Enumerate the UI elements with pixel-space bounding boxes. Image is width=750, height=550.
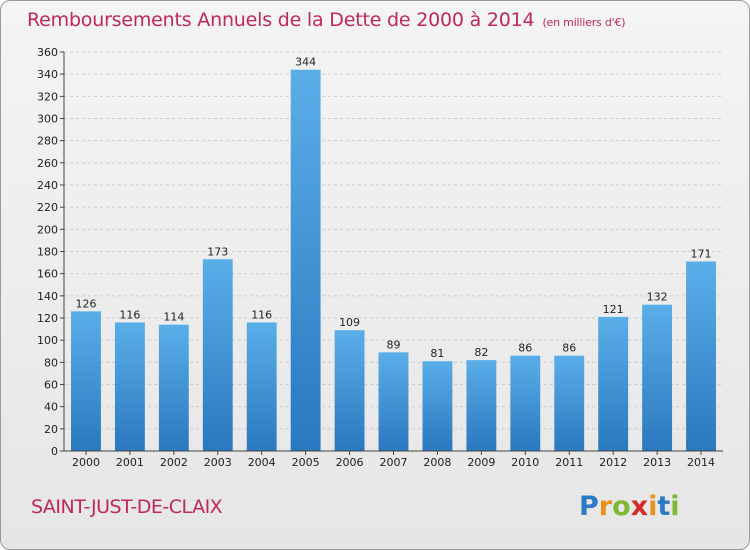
y-tick-label: 40 <box>44 401 58 414</box>
x-tick-label: 2000 <box>72 456 100 469</box>
x-tick-label: 2010 <box>511 456 539 469</box>
x-tick-label: 2012 <box>599 456 627 469</box>
bar-value-label: 82 <box>474 346 488 359</box>
bar <box>71 311 101 451</box>
logo-letter: r <box>598 491 613 522</box>
bar-value-label: 171 <box>691 247 712 260</box>
y-tick-label: 60 <box>44 379 58 392</box>
y-tick-label: 140 <box>37 290 58 303</box>
y-tick-label: 300 <box>37 113 58 126</box>
bar-value-label: 109 <box>339 316 360 329</box>
y-tick-label: 120 <box>37 312 58 325</box>
bar <box>334 330 365 451</box>
logo-letter: i <box>648 491 658 522</box>
bar-value-label: 126 <box>75 297 96 310</box>
bar <box>510 355 541 451</box>
bar-value-label: 114 <box>163 311 184 324</box>
bar-value-label: 173 <box>207 245 228 258</box>
x-tick-label: 2005 <box>292 456 320 469</box>
bar-value-label: 86 <box>518 342 532 355</box>
bar <box>246 322 277 451</box>
x-tick-label: 2007 <box>380 456 408 469</box>
bar <box>378 352 409 451</box>
bar-value-label: 116 <box>251 308 272 321</box>
bar-value-label: 121 <box>603 303 624 316</box>
bar-value-label: 116 <box>119 308 140 321</box>
y-tick-label: 100 <box>37 334 58 347</box>
y-tick-label: 20 <box>44 423 58 436</box>
commune-name: SAINT-JUST-DE-CLAIX <box>31 496 223 518</box>
x-tick-label: 2013 <box>643 456 671 469</box>
bar <box>466 360 497 451</box>
x-tick-label: 2009 <box>467 456 495 469</box>
y-tick-label: 80 <box>44 356 58 369</box>
y-tick-label: 160 <box>37 268 58 281</box>
y-tick-label: 240 <box>37 179 58 192</box>
bar <box>686 261 716 451</box>
y-tick-label: 180 <box>37 246 58 259</box>
x-tick-label: 2003 <box>204 456 232 469</box>
proxiti-logo: Proxiti <box>579 491 680 522</box>
logo-letter: P <box>579 491 599 522</box>
bar <box>598 316 629 451</box>
chart-unit: (en milliers d'€) <box>542 16 626 29</box>
x-tick-label: 2006 <box>336 456 364 469</box>
x-tick-label: 2002 <box>160 456 188 469</box>
chart-title-text: Remboursements Annuels de la Dette de 20… <box>27 9 535 31</box>
y-tick-label: 320 <box>37 90 58 103</box>
bar-value-label: 81 <box>430 347 444 360</box>
logo-letter: i <box>670 491 680 522</box>
y-axis: 0 20 40 60 80 100 120 140 160 180 200 220 240 260 280 3… <box>37 46 65 458</box>
bar-value-label: 86 <box>562 342 576 355</box>
bar <box>158 324 189 451</box>
bar <box>114 322 145 451</box>
bar <box>642 304 673 451</box>
y-tick-label: 280 <box>37 135 58 148</box>
bar-value-label: 89 <box>387 338 401 351</box>
x-tick-label: 2011 <box>555 456 583 469</box>
y-tick-label: 0 <box>51 445 58 458</box>
x-tick-label: 2001 <box>116 456 144 469</box>
chart-title: Remboursements Annuels de la Dette de 20… <box>27 9 626 31</box>
bar <box>290 69 321 451</box>
bar <box>422 361 453 451</box>
bars: 126 116 114 173 116 344 109 89 81 82 86 86 121 132 171 <box>71 56 716 451</box>
x-tick-label: 2014 <box>687 456 715 469</box>
logo-letter: x <box>630 491 649 522</box>
y-tick-label: 260 <box>37 157 58 170</box>
bar-value-label: 344 <box>295 56 316 69</box>
bar <box>554 355 585 451</box>
y-tick-label: 200 <box>37 223 58 236</box>
x-tick-label: 2004 <box>248 456 276 469</box>
logo-letter: t <box>657 491 671 522</box>
bar-value-label: 132 <box>647 291 668 304</box>
y-tick-label: 220 <box>37 201 58 214</box>
y-tick-label: 360 <box>37 46 58 59</box>
logo-letter: o <box>612 491 631 522</box>
x-axis: 2000 2001 2002 2003 2004 2005 2006 2007 2008 2009… <box>64 450 723 469</box>
y-tick-label: 340 <box>37 68 58 81</box>
bar <box>202 259 233 451</box>
x-tick-label: 2008 <box>423 456 451 469</box>
